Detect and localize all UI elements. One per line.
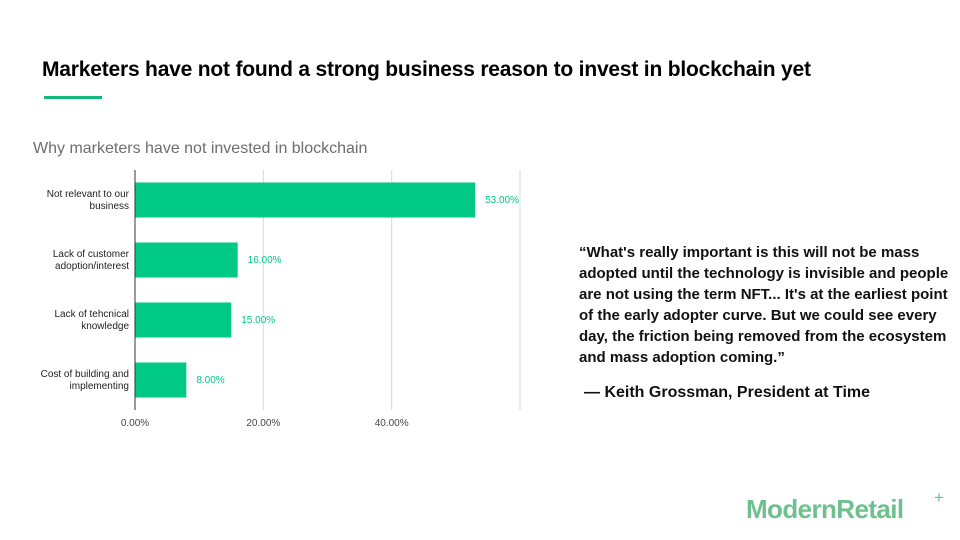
category-label-2-0: Lack of tehcnical <box>55 309 130 320</box>
category-label-1-1: adoption/interest <box>55 261 129 272</box>
logo-plus-mark: + <box>934 488 944 507</box>
data-label-3: 8.00% <box>196 375 224 386</box>
x-tick-label-1: 20.00% <box>246 418 280 429</box>
chart-title: Why marketers have not invested in block… <box>33 140 368 157</box>
category-label-1-0: Lack of customer <box>53 249 130 260</box>
category-label-2-1: knowledge <box>81 321 129 332</box>
category-label-0-0: Not relevant to our <box>47 189 130 200</box>
data-label-0: 53.00% <box>485 195 519 206</box>
data-label-1: 16.00% <box>248 255 282 266</box>
bar-2 <box>135 302 232 338</box>
bar-1 <box>135 242 238 278</box>
x-tick-label-0: 0.00% <box>121 418 149 429</box>
bar-0 <box>135 182 476 218</box>
modern-retail-logo: ModernRetail <box>746 494 904 524</box>
category-label-3-1: implementing <box>70 381 129 392</box>
quote-attribution: — Keith Grossman, President at Time <box>584 384 871 401</box>
data-label-2: 15.00% <box>241 315 275 326</box>
bar-3 <box>135 362 187 398</box>
x-tick-label-2: 40.00% <box>375 418 409 429</box>
slide-headline: Marketers have not found a strong busine… <box>42 58 811 81</box>
category-label-3-0: Cost of building and <box>41 369 129 380</box>
category-label-0-1: business <box>90 201 129 212</box>
accent-rule <box>44 96 102 99</box>
quote-text: “What's really important is this will no… <box>579 244 949 366</box>
